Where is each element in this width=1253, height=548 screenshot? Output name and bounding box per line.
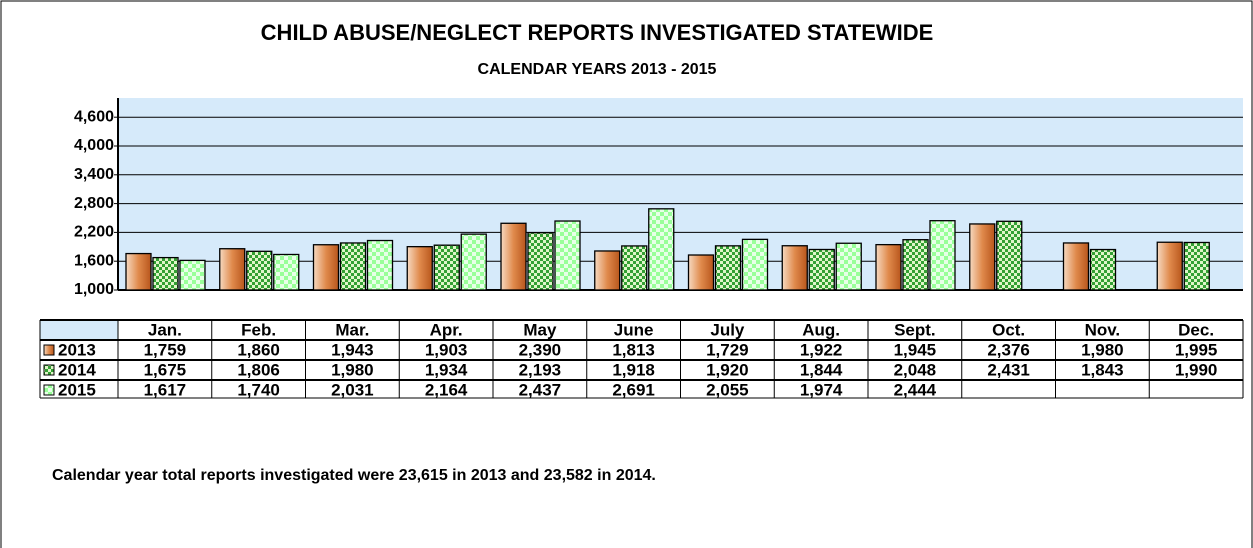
x-tick-label: Nov. — [1085, 320, 1121, 339]
data-label: 1,918 — [612, 360, 655, 379]
bar — [929, 220, 956, 291]
y-tick-label: 1,000 — [74, 281, 114, 298]
data-label: 2,055 — [706, 380, 749, 399]
x-tick-label: Aug. — [802, 320, 840, 339]
y-tick-label: 1,600 — [74, 252, 114, 269]
bar — [1062, 242, 1090, 291]
x-tick-label: Apr. — [430, 320, 463, 339]
table-corner — [40, 320, 118, 340]
bar — [1089, 248, 1117, 291]
data-label: 2,390 — [519, 340, 562, 359]
data-label: 1,729 — [706, 340, 749, 359]
legend-label: 2014 — [58, 360, 96, 379]
bar — [246, 250, 273, 291]
bar — [273, 253, 300, 291]
x-tick-label: Dec. — [1178, 320, 1214, 339]
data-label: 2,444 — [894, 380, 937, 399]
y-tick-label: 2,200 — [74, 224, 114, 241]
y-tick-label: 2,800 — [74, 195, 114, 212]
chart-title: CHILD ABUSE/NEGLECT REPORTS INVESTIGATED… — [261, 20, 934, 45]
bar — [312, 244, 340, 291]
data-label: 1,974 — [800, 380, 843, 399]
data-label: 1,945 — [894, 340, 937, 359]
bar — [687, 254, 715, 291]
data-label: 1,617 — [144, 380, 187, 399]
bar — [902, 239, 929, 291]
legend-swatch — [43, 384, 55, 396]
bar — [152, 256, 179, 291]
legend-label: 2013 — [58, 340, 96, 359]
data-label: 1,980 — [1081, 340, 1124, 359]
bar — [179, 259, 206, 291]
data-label: 1,995 — [1175, 340, 1218, 359]
bar — [1156, 241, 1183, 291]
bar — [460, 233, 487, 291]
x-tick-label: May — [523, 320, 557, 339]
bar — [781, 245, 808, 291]
x-tick-label: July — [710, 320, 745, 339]
y-tick-label: 4,000 — [74, 137, 114, 154]
bar — [741, 238, 769, 291]
bar — [969, 223, 996, 291]
data-label: 1,922 — [800, 340, 843, 359]
data-label: 1,980 — [331, 360, 374, 379]
bar — [433, 244, 460, 291]
data-label: 1,675 — [144, 360, 187, 379]
x-tick-label: Mar. — [335, 320, 369, 339]
bar — [406, 246, 433, 291]
bar — [339, 242, 367, 291]
plot-area — [118, 98, 1243, 290]
x-tick-label: Feb. — [241, 320, 276, 339]
legend-label: 2015 — [58, 380, 96, 399]
data-label: 1,813 — [612, 340, 655, 359]
data-label: 1,740 — [237, 380, 280, 399]
chart-subtitle: CALENDAR YEARS 2013 - 2015 — [478, 61, 717, 78]
data-label: 2,048 — [894, 360, 937, 379]
bar — [527, 232, 554, 291]
y-tick-label: 3,400 — [74, 166, 114, 183]
data-label: 2,431 — [987, 360, 1030, 379]
x-tick-label: Sept. — [894, 320, 936, 339]
data-label: 1,903 — [425, 340, 468, 359]
legend-swatch — [43, 364, 55, 376]
bar — [366, 239, 394, 291]
data-label: 1,844 — [800, 360, 843, 379]
data-label: 1,806 — [237, 360, 280, 379]
data-label: 1,920 — [706, 360, 749, 379]
bar — [714, 245, 742, 291]
bar — [500, 222, 527, 291]
bar — [594, 250, 621, 291]
data-label: 1,943 — [331, 340, 374, 359]
data-label: 2,031 — [331, 380, 374, 399]
legend-swatch — [43, 344, 55, 356]
data-label: 1,934 — [425, 360, 468, 379]
data-label: 2,193 — [519, 360, 562, 379]
data-label: 1,759 — [144, 340, 187, 359]
x-tick-label: Jan. — [148, 320, 182, 339]
bar — [835, 242, 862, 291]
data-label: 2,376 — [987, 340, 1030, 359]
data-label: 2,164 — [425, 380, 468, 399]
x-tick-label: Oct. — [992, 320, 1025, 339]
data-label: 1,990 — [1175, 360, 1218, 379]
bar — [554, 220, 581, 291]
bar — [621, 245, 648, 291]
x-tick-label: June — [614, 320, 654, 339]
y-tick-label: 4,600 — [74, 108, 114, 125]
bar — [1183, 241, 1210, 291]
bar — [648, 208, 675, 291]
data-label: 1,843 — [1081, 360, 1124, 379]
data-label: 2,691 — [612, 380, 655, 399]
bar — [219, 248, 246, 291]
data-label: 1,860 — [237, 340, 280, 359]
bar — [808, 248, 835, 291]
note: Calendar year total reports investigated… — [52, 467, 656, 484]
data-label: 2,437 — [519, 380, 562, 399]
bar — [875, 243, 902, 291]
bar — [125, 252, 152, 291]
bar — [996, 220, 1023, 291]
